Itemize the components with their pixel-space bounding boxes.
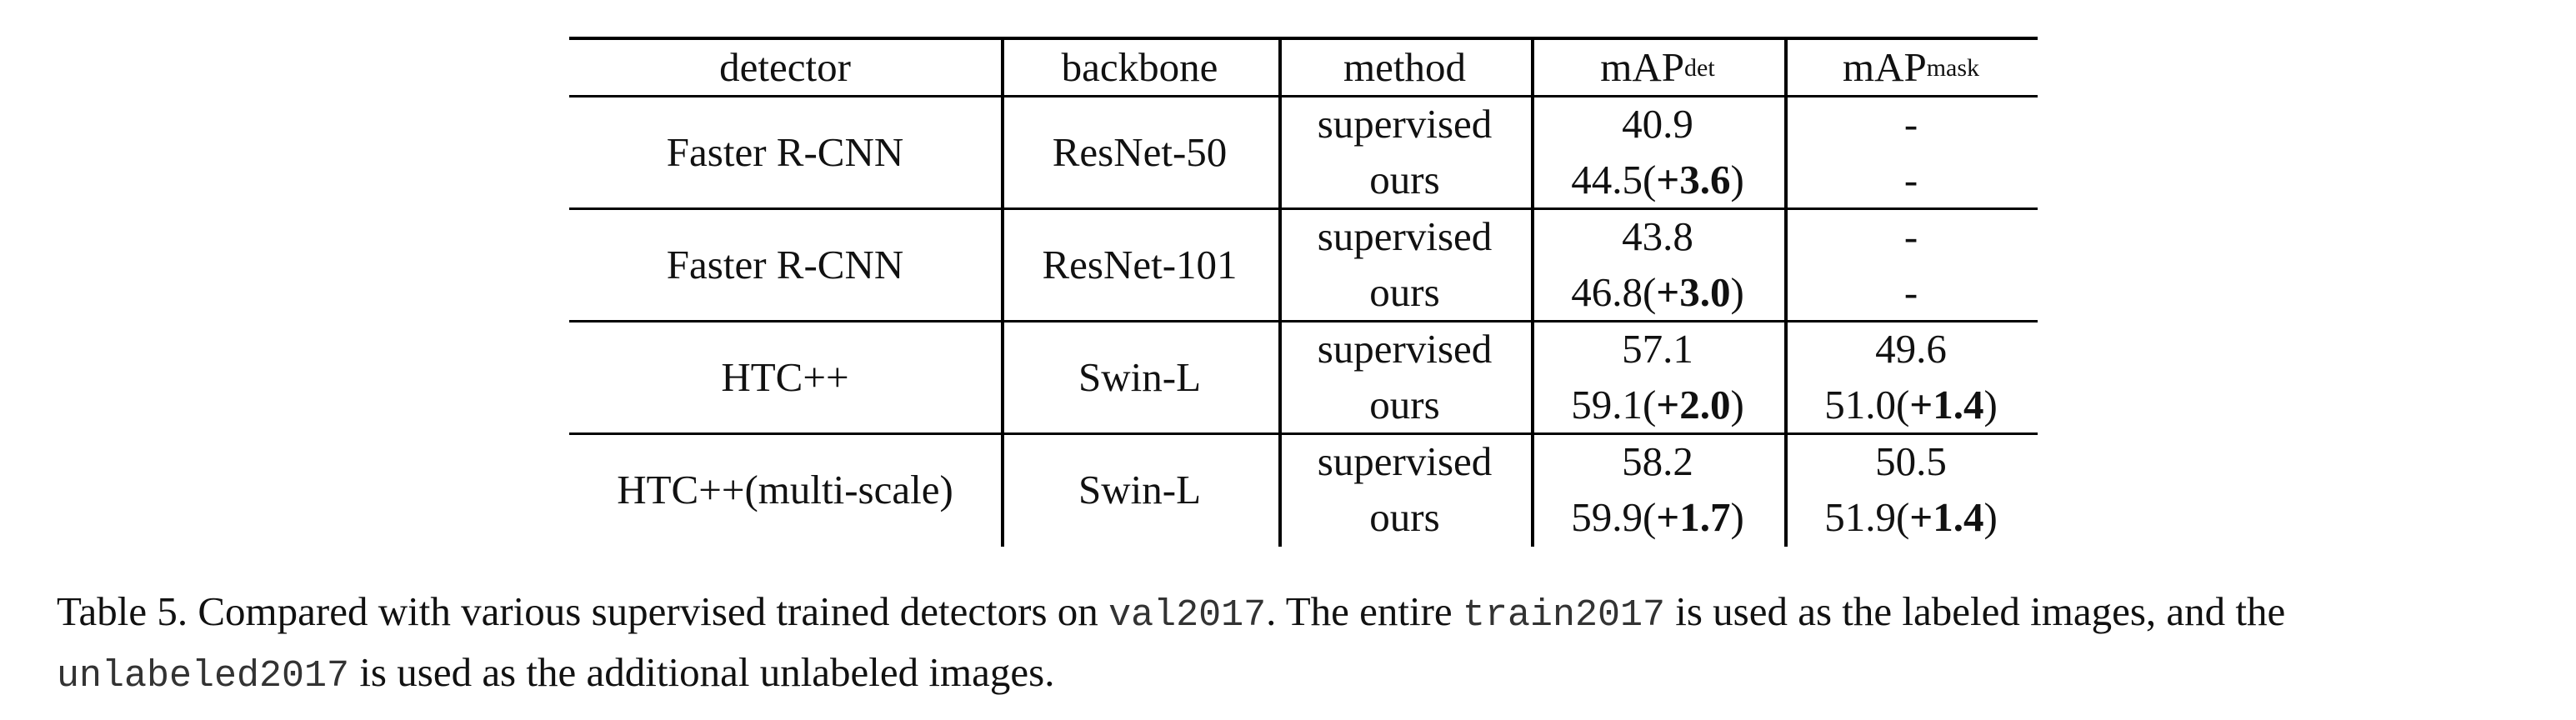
map-det-value: 59.1 — [1571, 382, 1643, 428]
caption-text: . The entire — [1266, 588, 1463, 634]
map-mask-gain: +1.4 — [1909, 382, 1984, 428]
map-det-value: 44.5 — [1571, 157, 1643, 202]
map-det-value: 59.9 — [1571, 494, 1643, 540]
caption-line-2: unlabeled2017 is used as the additional … — [57, 644, 2523, 705]
map-det-gain: +3.0 — [1656, 269, 1731, 315]
map-det-gain: +2.0 — [1656, 382, 1731, 428]
map-mask-cell: - — [1903, 101, 1918, 147]
group-rule — [569, 432, 2038, 435]
map-det-value: 40.9 — [1622, 101, 1693, 147]
method-cell: supervised — [1317, 326, 1493, 372]
header-map-det-superscript: det — [1684, 54, 1715, 82]
caption-code-val2017: val2017 — [1108, 594, 1267, 637]
map-det-cell: 59.9(+1.7) — [1571, 494, 1744, 540]
column-divider — [1784, 37, 1788, 547]
backbone-cell: Swin-L — [1078, 467, 1201, 512]
map-mask-cell: - — [1903, 157, 1918, 202]
caption-code-unlabeled2017: unlabeled2017 — [57, 655, 350, 698]
backbone-cell: ResNet-50 — [1052, 129, 1228, 175]
map-det-value: 58.2 — [1622, 438, 1693, 484]
map-det-gain: +3.6 — [1656, 157, 1731, 202]
group-rule — [569, 208, 2038, 210]
map-det-cell: 43.8 — [1531, 209, 1784, 264]
map-det-cell: 46.8(+3.0) — [1571, 269, 1744, 315]
group-rule — [569, 320, 2038, 322]
method-cell: ours — [1369, 269, 1440, 315]
header-map-det-base: mAP — [1600, 44, 1685, 90]
map-det-value: 57.1 — [1622, 326, 1693, 372]
method-cell: ours — [1369, 157, 1440, 202]
detector-cell: HTC++(multi-scale) — [617, 467, 953, 512]
column-divider — [1001, 37, 1004, 547]
method-cell: ours — [1369, 382, 1440, 428]
caption-text: is used as the additional unlabeled imag… — [349, 649, 1055, 695]
caption-text: is used as the labeled images, and the — [1664, 588, 2286, 634]
header-method: method — [1343, 44, 1466, 90]
method-cell: supervised — [1317, 213, 1493, 259]
header-map-mask: mAPmask — [1784, 40, 2038, 101]
top-rule — [569, 37, 2038, 40]
map-det-cell: 44.5(+3.6) — [1571, 157, 1744, 202]
backbone-cell: ResNet-101 — [1042, 242, 1238, 288]
map-mask-value: 51.0 — [1824, 382, 1896, 428]
map-mask-value: 50.5 — [1875, 438, 1947, 484]
header-map-det: mAPdet — [1531, 40, 1784, 101]
table-caption: Table 5. Compared with various supervise… — [57, 583, 2523, 705]
map-det-cell: 58.2 — [1531, 434, 1784, 489]
caption-text: Table 5. Compared with various supervise… — [57, 588, 1109, 634]
caption-code-train2017: train2017 — [1462, 594, 1665, 637]
header-map-mask-superscript: mask — [1926, 54, 1980, 82]
detector-cell: Faster R-CNN — [666, 242, 904, 288]
map-mask-gain: +1.4 — [1909, 494, 1984, 540]
map-mask-cell: 49.6 — [1784, 322, 2038, 377]
map-det-value: 43.8 — [1622, 213, 1693, 259]
caption-line-1: Table 5. Compared with various supervise… — [57, 583, 2523, 644]
map-det-cell: 40.9 — [1531, 97, 1784, 152]
header-rule — [569, 95, 2038, 98]
map-mask-cell: 51.0(+1.4) — [1824, 382, 1998, 428]
method-cell: supervised — [1317, 101, 1493, 147]
method-cell: supervised — [1317, 438, 1493, 484]
detector-cell: HTC++ — [721, 354, 849, 400]
map-mask-cell: - — [1903, 213, 1918, 259]
map-mask-cell: 50.5 — [1784, 434, 2038, 489]
map-mask-value: 51.9 — [1824, 494, 1896, 540]
map-det-gain: +1.7 — [1656, 494, 1731, 540]
map-mask-value: 49.6 — [1875, 326, 1947, 372]
header-detector: detector — [719, 44, 851, 90]
column-divider — [1278, 37, 1282, 547]
header-backbone: backbone — [1061, 44, 1218, 90]
header-map-mask-base: mAP — [1842, 44, 1927, 90]
column-divider — [1531, 37, 1534, 547]
map-det-cell: 59.1(+2.0) — [1571, 382, 1744, 428]
detector-cell: Faster R-CNN — [666, 129, 904, 175]
map-mask-cell: 51.9(+1.4) — [1824, 494, 1998, 540]
method-cell: ours — [1369, 494, 1440, 540]
backbone-cell: Swin-L — [1078, 354, 1201, 400]
map-det-value: 46.8 — [1571, 269, 1643, 315]
map-det-cell: 57.1 — [1531, 322, 1784, 377]
map-mask-cell: - — [1903, 269, 1918, 315]
